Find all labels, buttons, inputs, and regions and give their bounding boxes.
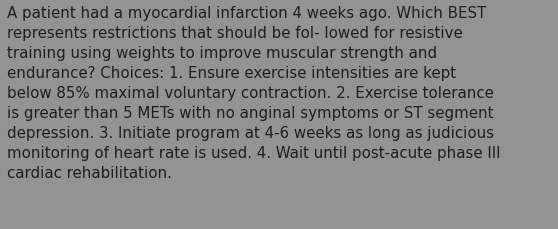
Text: A patient had a myocardial infarction 4 weeks ago. Which BEST
represents restric: A patient had a myocardial infarction 4 … bbox=[7, 6, 500, 180]
